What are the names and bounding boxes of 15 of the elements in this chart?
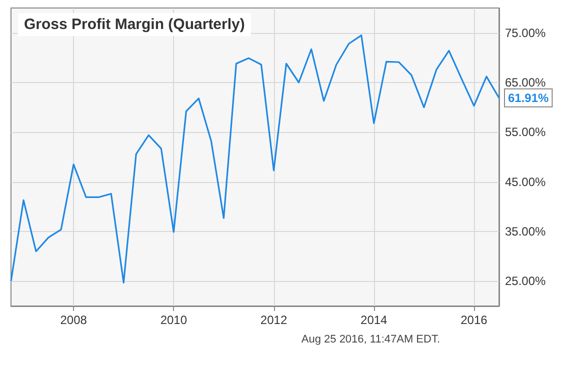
text: Gross Profit Margin (Quarterly) bbox=[24, 16, 245, 33]
text: Aug 25 2016, 11:47AM EDT. bbox=[301, 334, 440, 346]
x-tick-label: 2010 bbox=[160, 313, 188, 327]
x-tick-label: 2016 bbox=[460, 313, 488, 327]
y-tick-label: 55.00% bbox=[505, 125, 546, 140]
x-tick-label: 2012 bbox=[260, 313, 288, 327]
y-tick-label: 25.00% bbox=[505, 274, 546, 288]
y-tick-label: 35.00% bbox=[505, 224, 546, 238]
x-tick-label: 2008 bbox=[60, 313, 88, 327]
y-tick-label: 65.00% bbox=[505, 76, 546, 90]
x-tick-label: 2014 bbox=[360, 313, 388, 327]
y-tick-label: 75.00% bbox=[505, 26, 546, 40]
line-series bbox=[10, 34, 500, 284]
y-tick-label: 45.00% bbox=[505, 174, 546, 189]
annotation: 61.91% bbox=[508, 90, 550, 105]
